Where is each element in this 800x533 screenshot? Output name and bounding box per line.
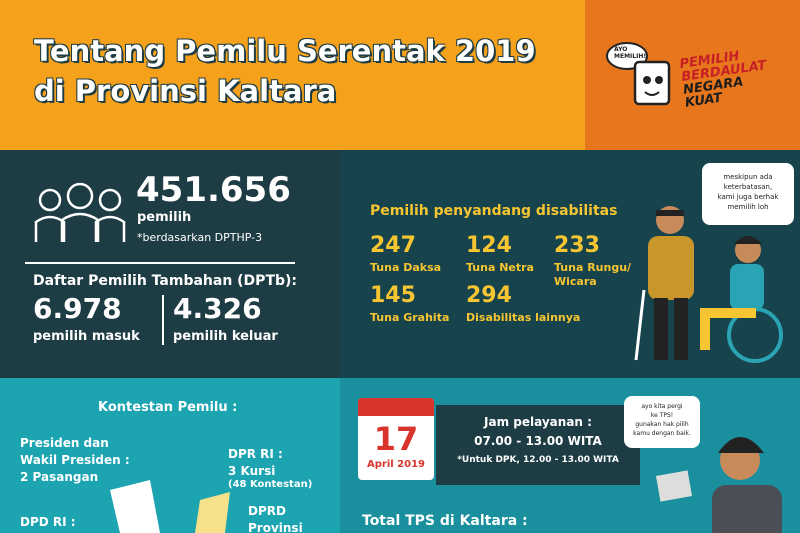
dptb-in-number: 6.978 [33, 292, 122, 325]
divider [162, 295, 164, 345]
ballot-illustration [110, 480, 230, 533]
text-line: Disabilitas lainnya [466, 311, 581, 324]
disability-number: 247 [370, 233, 416, 258]
text-line: Tuna Rungu/ [554, 261, 632, 274]
voters-label: pemilih [137, 210, 192, 225]
logo-text: AYO [614, 46, 628, 53]
disability-label: Tuna Daksa [370, 261, 441, 275]
text-line: Wakil Presiden : [20, 453, 130, 467]
logo-text: MEMILIH! [614, 53, 647, 60]
text-line: gunakan hak pilih [635, 421, 689, 428]
president-text: Presiden dan Wakil Presiden : 2 Pasangan [20, 435, 130, 486]
dptb-in-label: pemilih masuk [33, 329, 140, 344]
text-line: Tuna Netra [466, 261, 534, 274]
divider [25, 262, 295, 264]
voter-illustration [655, 437, 782, 533]
disability-label: Tuna Netra [466, 261, 534, 275]
dpr-note: (48 Kontestan) [228, 479, 313, 490]
text-line: memilih loh [727, 203, 769, 211]
dpk-note: *Untuk DPK, 12.00 - 13.00 WITA [457, 455, 619, 465]
header-logo-band [585, 0, 800, 150]
hours: 07.00 - 13.00 WITA [474, 434, 602, 448]
contestants-panel [0, 378, 340, 533]
hours-box [436, 405, 640, 485]
voters-number: 451.656 [136, 170, 291, 210]
speech-bubble [624, 396, 700, 448]
text-line: meskipun ada [723, 173, 773, 181]
calendar-month: April 2019 [367, 459, 425, 470]
disability-number: 294 [466, 283, 512, 308]
title: di Provinsi Kaltara [34, 74, 337, 108]
speech-text: meskipun ada keterbatasan, kami juga berha… [706, 172, 790, 212]
text-line: kami juga berhak [717, 193, 779, 201]
text-line: DPR RI : [228, 447, 283, 461]
text-line: Wicara [554, 275, 597, 288]
text-line: 3 Kursi [228, 464, 276, 478]
disability-number: 124 [466, 233, 512, 258]
text-line: Provinsi [248, 521, 303, 533]
header-band [0, 0, 585, 150]
disability-number: 233 [554, 233, 600, 258]
logo-bubble: AYO MEMILIH! [614, 46, 646, 60]
text-line: DPRD [248, 504, 286, 518]
text-line: DPD RI : [20, 515, 76, 529]
voters-panel [0, 150, 340, 378]
disability-illustration [634, 206, 783, 363]
text-line: keterbatasan, [723, 183, 773, 191]
people-icon [34, 182, 126, 242]
calendar [358, 398, 434, 480]
dprd-text: DPRD Provinsi [248, 503, 303, 533]
disability-label: Disabilitas lainnya [466, 311, 580, 325]
calendar-top [358, 398, 434, 416]
speech-bubble [702, 163, 794, 225]
text-line: ke TPS! [650, 412, 674, 419]
text-line: Presiden dan [20, 436, 109, 450]
contestants-title: Kontestan Pemilu : [98, 400, 238, 415]
logo-icon [606, 42, 671, 106]
dptb-out-number: 4.326 [173, 292, 262, 325]
voters-note: *berdasarkan DPTHP-3 [137, 231, 263, 244]
text-line: kamu dengan baik. [633, 430, 691, 437]
calendar-day: 17 [373, 420, 419, 458]
dptb-out-label: pemilih keluar [173, 329, 278, 344]
disability-title: Pemilih penyandang disabilitas [370, 203, 618, 219]
text-line: Tuna Daksa [370, 261, 442, 274]
disability-label: Tuna Grahita [370, 311, 449, 325]
dpr-text: DPR RI : 3 Kursi [228, 446, 283, 480]
tps-title: Total TPS di Kaltara : [362, 513, 528, 529]
disability-label: Tuna Rungu/Wicara [554, 261, 631, 289]
text-line: Tuna Grahita [370, 311, 450, 324]
text-line: 2 Pasangan [20, 470, 99, 484]
dptb-title: Daftar Pemilih Tambahan (DPTb): [33, 273, 298, 289]
text-line: ayo kita pergi [641, 403, 683, 410]
hours-title: Jam pelayanan : [484, 415, 592, 429]
dpd-text: DPD RI : [20, 514, 76, 531]
speech-text: ayo kita pergi ke TPS! gunakan hak pilih ka… [626, 402, 698, 438]
disability-number: 145 [370, 283, 416, 308]
title: Tentang Pemilu Serentak 2019 [34, 34, 536, 68]
